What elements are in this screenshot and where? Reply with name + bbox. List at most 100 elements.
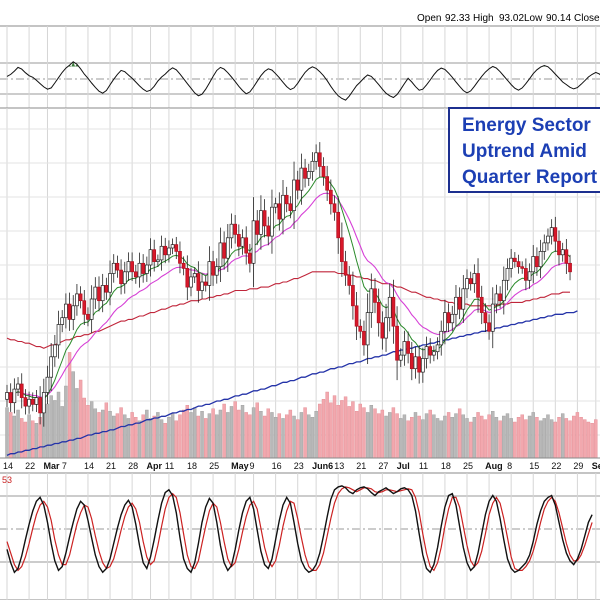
candle-body (398, 354, 403, 361)
volume-bar (189, 412, 193, 459)
candle-body (439, 330, 444, 346)
x-tick-label: 22 (25, 461, 35, 471)
candle-body (34, 397, 39, 405)
volume-bar (196, 415, 201, 459)
stochastic-d-line (6, 486, 593, 572)
stochastic-k-line (6, 485, 593, 574)
candle-body (465, 278, 469, 290)
x-tick-label: 21 (106, 461, 116, 471)
candle-body (259, 210, 263, 235)
volume-bar (340, 400, 344, 459)
candle-body (516, 261, 521, 268)
candle-body (443, 312, 447, 332)
sma-200-line (6, 310, 578, 456)
volume-bar (343, 396, 348, 459)
candle-body (255, 220, 260, 235)
volume-bar (380, 409, 385, 459)
candle-body (167, 247, 171, 256)
candle-body (468, 278, 473, 285)
candle-body (266, 225, 271, 237)
volume-bar (579, 417, 583, 459)
candle-body (391, 296, 396, 327)
candle-body (347, 274, 352, 286)
volume-bar (148, 418, 153, 459)
volume-bar (284, 414, 289, 459)
volume-bar (159, 419, 164, 459)
volume-bar (406, 420, 410, 459)
candle-body (373, 288, 377, 303)
candle-body (251, 220, 256, 264)
volume-bar (97, 412, 101, 459)
volume-bar (354, 411, 359, 459)
candle-body (89, 298, 94, 320)
volume-bar (233, 401, 237, 459)
candle-body (148, 249, 153, 266)
open-label: Open (417, 13, 441, 24)
candle-body (218, 242, 223, 268)
candle-body (19, 383, 24, 398)
volume-bar (8, 412, 13, 459)
candle-body (406, 341, 410, 354)
candle-body (535, 256, 539, 268)
candle-body (446, 312, 451, 324)
volume-bar (480, 415, 484, 459)
candle-body (314, 152, 318, 162)
volume-bar (457, 408, 462, 459)
volume-bar (332, 395, 337, 459)
candle-body (56, 324, 61, 346)
volume-bar (16, 409, 20, 459)
candle-body (137, 262, 142, 278)
volume-bar (82, 397, 86, 459)
high-value: 93.02 (499, 13, 524, 24)
candle-body (557, 240, 561, 256)
volume-bar (432, 414, 436, 459)
volume-bar (237, 409, 241, 459)
candle-body (450, 313, 455, 324)
candle-body (119, 269, 123, 285)
x-tick-label: 18 (441, 461, 451, 471)
x-tick-label: Jun6 (312, 461, 333, 471)
volume-bar (226, 412, 230, 459)
x-tick-label: 21 (356, 461, 366, 471)
candle-body (417, 356, 422, 373)
candle-body (273, 203, 278, 208)
volume-bar (170, 413, 175, 459)
x-tick-label: May (231, 461, 249, 471)
candle-body (30, 398, 35, 405)
candle-body (152, 249, 157, 262)
candle-body (111, 262, 116, 274)
volume-bar (174, 420, 178, 459)
candle-body (52, 344, 57, 358)
x-tick-label: 25 (209, 461, 219, 471)
volume-bar (450, 417, 454, 459)
candle-body (244, 237, 249, 254)
low-label: Low (524, 13, 543, 24)
volume-bar (204, 418, 208, 459)
volume-bar (358, 403, 362, 459)
volume-bar (163, 423, 167, 459)
candle-body (233, 223, 238, 235)
volume-bar (568, 420, 572, 459)
volume-bar (388, 412, 392, 459)
candle-body (531, 256, 536, 273)
candle-body (479, 296, 484, 313)
candle-body (494, 293, 499, 305)
volume-bar (67, 352, 72, 459)
candle-body (560, 249, 565, 256)
candle-body (332, 203, 337, 213)
volume-bar (64, 385, 68, 459)
volume-bar (321, 399, 326, 459)
x-tick-label: 23 (294, 461, 304, 471)
candle-body (303, 167, 307, 179)
candle-body (178, 251, 182, 264)
volume-bar (491, 411, 495, 459)
volume-bar (200, 411, 204, 459)
volume-bar (546, 414, 550, 459)
volume-bar (115, 413, 120, 459)
volume-bar (248, 414, 252, 459)
candle-body (174, 244, 179, 252)
volume-bar (417, 415, 421, 459)
candle-body (524, 268, 528, 281)
volume-bar (590, 423, 594, 459)
candle-body (122, 271, 127, 285)
